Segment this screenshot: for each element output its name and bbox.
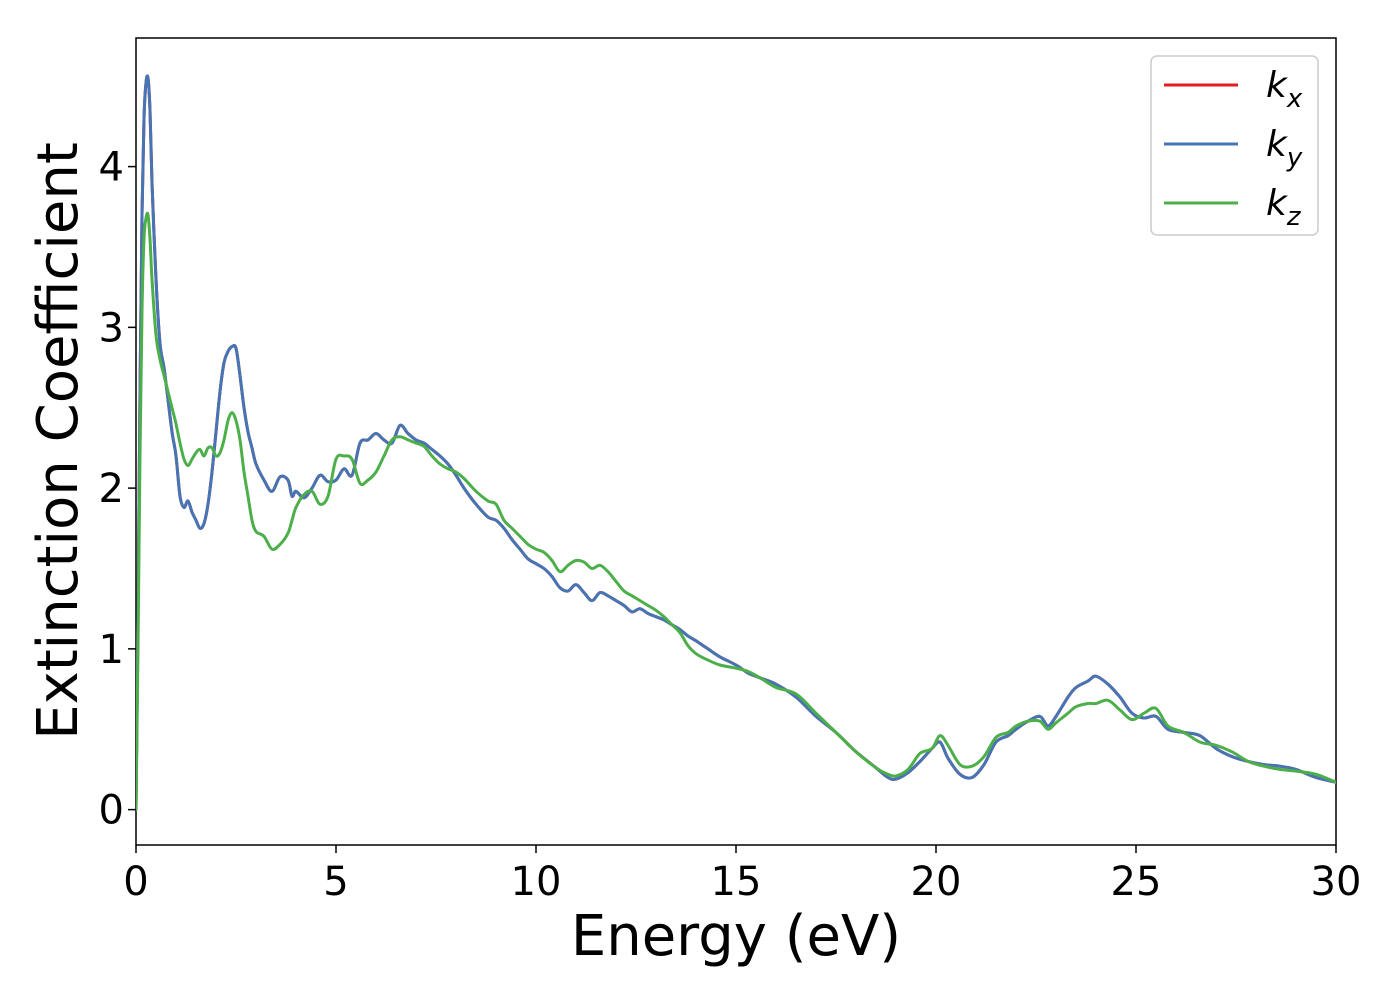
legend-label-x: kx xyxy=(1266,65,1303,114)
y-tick-label: 2 xyxy=(99,466,124,512)
x-tick-label: 20 xyxy=(911,859,962,905)
series-line-z xyxy=(136,211,1336,812)
legend-label-z: kz xyxy=(1266,183,1302,232)
x-tick-label: 5 xyxy=(323,859,348,905)
x-axis-title: Energy (eV) xyxy=(571,904,901,969)
y-tick-label: 3 xyxy=(99,305,124,351)
y-tick-label: 4 xyxy=(99,145,124,191)
y-tick-label: 0 xyxy=(99,788,124,834)
x-tick-label: 15 xyxy=(711,859,762,905)
series-lines xyxy=(136,74,1336,812)
x-tick-label: 0 xyxy=(123,859,148,905)
legend-label-y: ky xyxy=(1266,124,1303,173)
x-tick-label: 10 xyxy=(511,859,562,905)
y-axis-ticks: 0 1 2 3 4 xyxy=(99,145,136,834)
y-axis-title: Extinction Coefficient xyxy=(26,142,91,740)
x-axis-ticks: 0 5 10 15 20 25 30 xyxy=(123,845,1361,905)
x-tick-label: 30 xyxy=(1311,859,1362,905)
x-tick-label: 25 xyxy=(1111,859,1162,905)
legend: kx ky kz xyxy=(1150,55,1319,236)
y-tick-label: 1 xyxy=(99,627,124,673)
